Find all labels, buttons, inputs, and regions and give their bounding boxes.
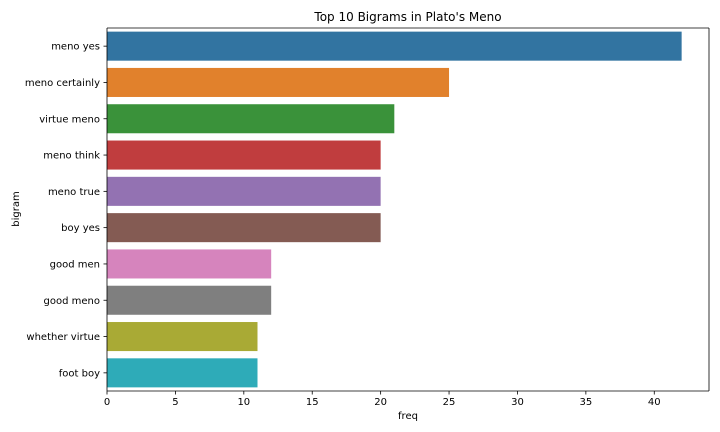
bar-meno-yes: [107, 31, 682, 61]
y-tick-label: meno yes: [51, 42, 100, 53]
x-tick-label: 0: [104, 397, 110, 408]
y-tick-label: boy yes: [61, 223, 100, 234]
bar-meno-true: [107, 176, 381, 206]
chart-title: Top 10 Bigrams in Plato's Meno: [313, 10, 501, 24]
y-tick-label: meno true: [48, 187, 100, 198]
bar-whether-virtue: [107, 322, 258, 352]
bar-boy-yes: [107, 213, 381, 243]
x-tick-label: 15: [306, 397, 319, 408]
y-tick-label: meno certainly: [25, 78, 100, 89]
x-tick-label: 25: [443, 397, 456, 408]
x-tick-label: 30: [511, 397, 524, 408]
y-tick-label: foot boy: [59, 368, 100, 379]
bar-meno-think: [107, 140, 381, 170]
x-tick-label: 20: [374, 397, 387, 408]
bar-foot-boy: [107, 358, 258, 388]
x-tick-label: 5: [172, 397, 178, 408]
bar-meno-certainly: [107, 67, 450, 97]
x-axis-label: freq: [398, 411, 418, 422]
y-tick-label: good men: [50, 259, 100, 270]
bar-good-men: [107, 249, 272, 279]
y-tick-label: meno think: [43, 151, 100, 162]
x-tick-label: 35: [579, 397, 592, 408]
y-tick-label: good meno: [44, 296, 100, 307]
x-tick-label: 40: [648, 397, 661, 408]
y-tick-label: whether virtue: [26, 332, 100, 343]
y-tick-label: virtue meno: [39, 114, 100, 125]
plot-area: meno yes meno certainly virtue meno meno th…: [25, 27, 710, 408]
x-tick-label: 10: [237, 397, 250, 408]
bar-virtue-meno: [107, 104, 395, 134]
bar-good-meno: [107, 285, 272, 315]
y-axis-label: bigram: [11, 191, 22, 226]
